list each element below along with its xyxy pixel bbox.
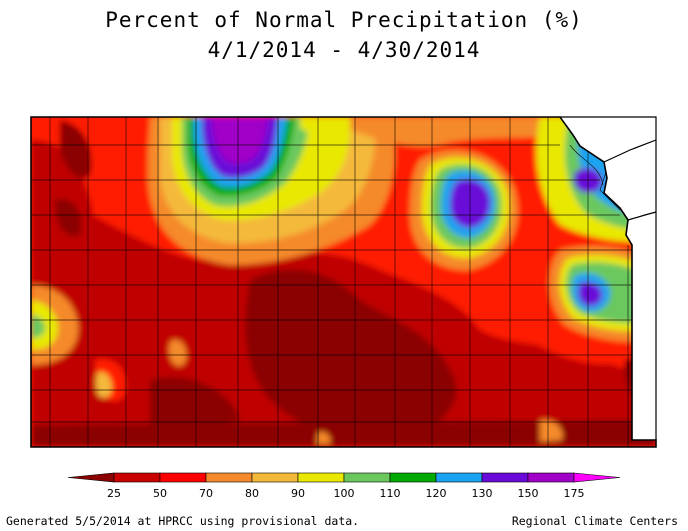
state-outline bbox=[30, 116, 657, 448]
zone-100-110-west bbox=[31, 315, 45, 338]
legend-tick-labels: 25 50 70 80 90 100 110 120 130 150 175 bbox=[107, 487, 585, 500]
precipitation-field bbox=[31, 117, 656, 447]
county-boundaries bbox=[31, 117, 656, 447]
legend-tick-label: 175 bbox=[564, 487, 585, 500]
legend-swatch bbox=[297, 472, 345, 483]
zone-90-100-north bbox=[300, 117, 350, 138]
zone-70-80-pocket-c bbox=[316, 431, 331, 444]
legend-tick-label: 110 bbox=[380, 487, 401, 500]
zone-130-150-east bbox=[578, 282, 603, 307]
zone-70-80-pocket-b bbox=[168, 339, 187, 366]
credit-text: Regional Climate Centers bbox=[511, 514, 678, 528]
legend-tick-label: 80 bbox=[245, 487, 259, 500]
legend-swatch bbox=[251, 472, 299, 483]
legend-tick-label: 130 bbox=[472, 487, 493, 500]
legend-swatch-lowest bbox=[67, 472, 115, 483]
legend-tick-label: 100 bbox=[334, 487, 355, 500]
zone-lt25-nw bbox=[60, 120, 92, 179]
zone-lt25-sw bbox=[150, 377, 240, 440]
generated-note: Generated 5/5/2014 at HPRCC using provis… bbox=[6, 514, 360, 528]
legend-tick-label: 25 bbox=[107, 487, 121, 500]
legend-swatch-highest bbox=[573, 472, 621, 483]
zone-80-90-pocket-a bbox=[95, 371, 112, 398]
zone-70-80-pocket-d bbox=[540, 419, 563, 442]
legend-tick-label: 70 bbox=[199, 487, 213, 500]
legend-tick-label: 120 bbox=[426, 487, 447, 500]
legend-swatch bbox=[481, 472, 529, 483]
legend-swatch bbox=[435, 472, 483, 483]
legend-swatch bbox=[113, 472, 161, 483]
legend-swatch bbox=[389, 472, 437, 483]
legend-swatch bbox=[205, 472, 253, 483]
legend-tick-label: 50 bbox=[153, 487, 167, 500]
legend-tick-label: 150 bbox=[518, 487, 539, 500]
legend-swatch bbox=[527, 472, 575, 483]
date-range-subtitle: 4/1/2014 - 4/30/2014 bbox=[207, 38, 481, 62]
neighbor-state-lines bbox=[560, 116, 657, 440]
legend-tick-label: 90 bbox=[291, 487, 305, 500]
legend-swatch bbox=[159, 472, 207, 483]
zone-70-80-north-band bbox=[350, 117, 560, 147]
map-title: Percent of Normal Precipitation (%) bbox=[105, 8, 583, 32]
zone-lt25-west bbox=[55, 199, 82, 236]
legend-bar bbox=[67, 472, 621, 483]
legend-swatch bbox=[343, 472, 391, 483]
zone-150-175-nw bbox=[212, 117, 268, 164]
